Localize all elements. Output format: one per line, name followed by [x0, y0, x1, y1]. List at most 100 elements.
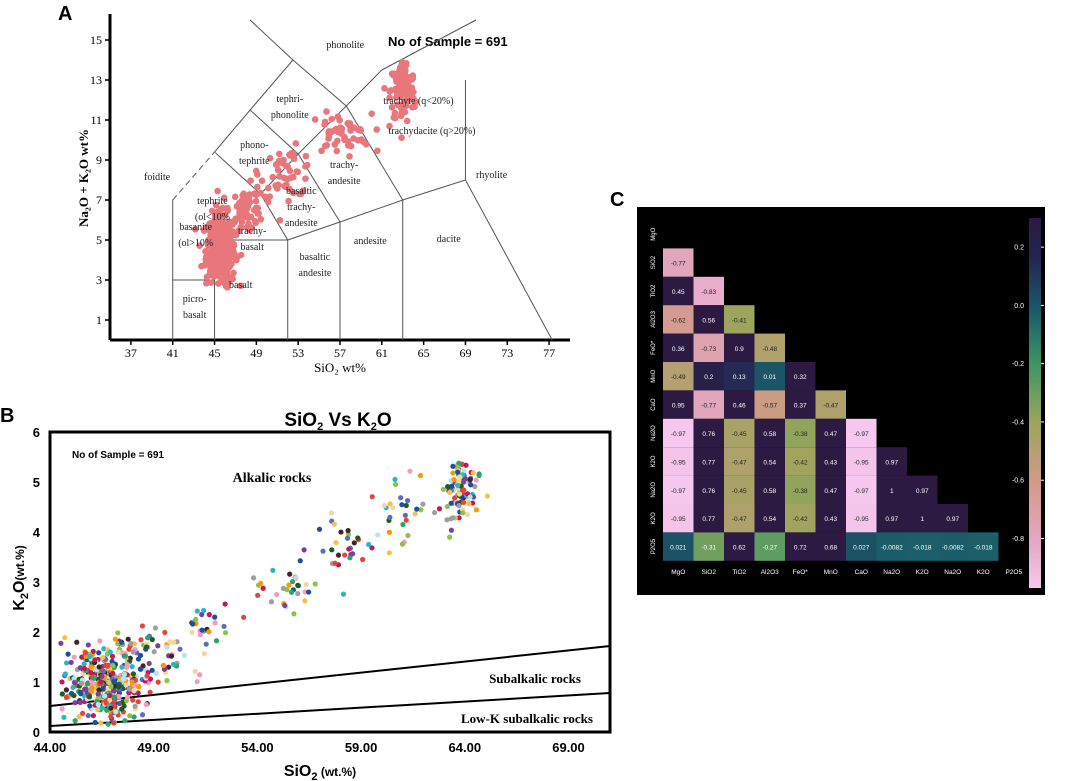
chart-b-region-alkalic: Alkalic rocks [233, 471, 312, 486]
chart-c-cell [754, 447, 785, 476]
chart-b-data-point [403, 517, 409, 523]
chart-a-data-point [237, 251, 245, 259]
chart-b-data-point [451, 476, 457, 483]
chart-b-sample-count: No of Sample = 691 [72, 450, 164, 461]
chart-b-data-point [399, 502, 405, 508]
chart-a-data-point [399, 82, 407, 90]
chart-a-field-label: andesite [285, 218, 318, 229]
chart-c-cell [785, 475, 816, 504]
chart-a-data-point [402, 67, 409, 74]
chart-b-data-point [98, 720, 104, 726]
chart-a-data-point [368, 110, 376, 118]
chart-b-data-point [412, 511, 418, 517]
chart-b-data-point [129, 664, 135, 670]
chart-b-data-point [124, 694, 130, 701]
chart-a-data-point [345, 142, 352, 149]
chart-b-data-point [77, 689, 83, 695]
chart-c-cell-value: 1 [920, 516, 924, 523]
chart-c-cell [815, 447, 846, 476]
chart-a-data-point [393, 77, 401, 84]
chart-b-data-point [463, 462, 469, 468]
chart-a-y-tick-label: 9 [96, 153, 102, 167]
chart-a-data-point [198, 262, 205, 270]
chart-a-data-point [286, 167, 294, 175]
chart-b-data-point [95, 701, 101, 708]
chart-c-colorbar-tick-label: 0.0 [1014, 303, 1024, 310]
chart-c-cell [663, 447, 694, 476]
chart-b-data-point [473, 507, 479, 513]
chart-c-cell-value: -0.42 [793, 459, 808, 466]
chart-c-cell-value: 0.72 [794, 545, 807, 552]
chart-b-data-point [71, 679, 77, 686]
chart-b-data-point [320, 548, 326, 554]
chart-b-data-point [97, 638, 103, 644]
chart-b-y-tick-label: 3 [33, 575, 40, 590]
chart-b-data-point [418, 507, 424, 513]
chart-c-cell [968, 532, 999, 561]
chart-c-cell [907, 532, 938, 561]
chart-c-cell-value: -0.47 [732, 516, 747, 523]
chart-b-data-point [149, 636, 155, 643]
chart-b-data-point [65, 651, 71, 657]
chart-b-sio2-vs-k2o: B SiO2 Vs K2O No of Sample = 691 Alkalic… [0, 405, 612, 781]
chart-c-cell-value: -0.31 [701, 545, 716, 552]
chart-a-data-point [252, 197, 260, 205]
chart-b-data-point [335, 552, 342, 558]
chart-c-cell-value: -0.97 [671, 431, 686, 438]
chart-a-data-point [224, 252, 231, 260]
chart-b-data-point [111, 688, 117, 694]
chart-c-cell-value: -0.95 [671, 459, 686, 466]
chart-c-cell-value: -0.45 [732, 488, 747, 495]
chart-a-data-point [386, 94, 393, 101]
chart-a-y-tick-label: 7 [96, 193, 102, 207]
chart-b-data-point [109, 658, 115, 665]
chart-c-col-label: CaO [855, 569, 868, 576]
chart-c-cell-value: 0.01 [763, 374, 776, 381]
chart-a-field-label: (ol<10% [195, 212, 230, 223]
chart-c-cell-value: -0.83 [701, 289, 716, 296]
chart-b-data-point [168, 653, 175, 659]
chart-a-data-point [396, 101, 403, 109]
chart-b-data-point [115, 649, 121, 655]
chart-b-data-point [71, 654, 77, 660]
chart-c-cell-value: -0.97 [854, 431, 869, 438]
chart-c-colorbar-tick-label: -0.4 [1012, 419, 1024, 426]
chart-c-cell [663, 504, 694, 533]
chart-c-cell [693, 333, 724, 362]
chart-c-row-label: TiO2 [651, 284, 657, 297]
chart-b-data-point [456, 503, 462, 509]
chart-a-x-axis-title: SiO₂ wt% [314, 360, 366, 375]
chart-a-sample-count: No of Sample = 691 [388, 34, 508, 49]
chart-c-cell [876, 532, 907, 561]
chart-a-data-point [247, 213, 255, 221]
chart-c-cell-value: 1 [890, 488, 894, 495]
chart-a-data-point [321, 142, 329, 150]
chart-a-field-label: trachy- [287, 202, 315, 213]
chart-b-data-point [135, 684, 142, 690]
chart-a-field-label: trachy- [238, 226, 266, 237]
chart-a-data-point [276, 173, 283, 180]
chart-a-data-point [207, 220, 215, 227]
chart-b-data-point [346, 546, 352, 552]
chart-b-data-point [268, 599, 275, 605]
chart-b-data-point [452, 495, 458, 501]
chart-b-data-point [107, 692, 113, 699]
chart-b-data-point [155, 679, 161, 685]
chart-b-data-point [448, 500, 454, 506]
chart-b-data-point [68, 659, 74, 666]
chart-c-cell [663, 418, 694, 448]
chart-b-data-point [282, 602, 288, 609]
chart-c-cell-value: -0.48 [762, 346, 777, 353]
chart-c-row-label: Al2O3 [651, 310, 657, 327]
chart-c-cell-value: 0.97 [885, 459, 898, 466]
chart-a-data-point [302, 152, 310, 160]
chart-c-cell-value: 0.62 [733, 545, 746, 552]
chart-c-cell [663, 532, 694, 561]
chart-b-data-point [386, 550, 392, 556]
chart-a-y-tick-label: 11 [90, 113, 102, 127]
chart-c-col-label: MnO [824, 569, 838, 576]
chart-b-x-axis-title: SiO2 (wt.%) [284, 763, 356, 781]
chart-b-data-point [476, 472, 482, 479]
chart-c-cell-value: 0.77 [702, 516, 715, 523]
chart-c-cell [693, 532, 724, 561]
